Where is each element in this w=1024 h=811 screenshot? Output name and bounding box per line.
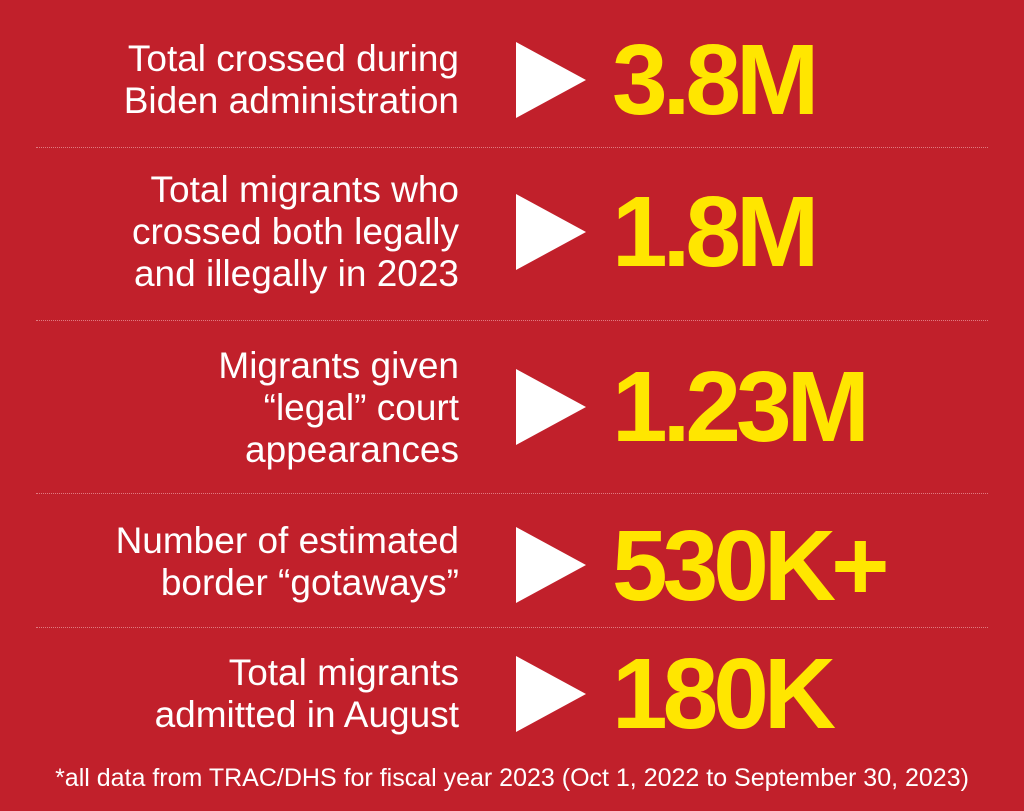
play-arrow-icon: [516, 369, 586, 445]
stat-row-2: Total migrants who crossed both legally …: [0, 148, 1024, 320]
row-divider: [36, 147, 988, 148]
row-divider: [36, 493, 988, 494]
stat-value: 1.8M: [612, 176, 819, 288]
stat-row-5: Total migrants admitted in August 180K: [0, 628, 1024, 760]
stat-label-line: appearances: [245, 429, 459, 470]
stat-label-line: admitted in August: [154, 694, 459, 735]
stat-row-3: Migrants given “legal” court appearances…: [0, 321, 1024, 493]
stat-value: 1.23M: [612, 351, 870, 463]
row-divider: [36, 627, 988, 628]
stat-label-line: Total migrants who: [150, 169, 459, 210]
stat-row-1: Total crossed during Biden administratio…: [0, 0, 1024, 146]
stat-value: 3.8M: [612, 24, 819, 136]
stat-label: Total migrants admitted in August: [155, 652, 459, 736]
stat-label-line: “legal” court: [263, 387, 459, 428]
stat-label: Total crossed during Biden administratio…: [124, 38, 459, 122]
stat-label-line: and illegally in 2023: [133, 253, 459, 294]
source-footnote: *all data from TRAC/DHS for fiscal year …: [55, 764, 969, 792]
stat-label-line: crossed both legally: [131, 211, 459, 252]
play-arrow-icon: [516, 42, 586, 118]
play-arrow-icon: [516, 194, 586, 270]
stat-label: Total migrants who crossed both legally …: [132, 169, 459, 295]
stat-label: Number of estimated border “gotaways”: [116, 520, 459, 604]
play-arrow-icon: [516, 656, 586, 732]
stat-value: 180K: [612, 638, 836, 750]
play-arrow-icon: [516, 527, 586, 603]
stat-label-line: Total crossed during: [127, 38, 459, 79]
stat-label: Migrants given “legal” court appearances: [218, 345, 459, 471]
stat-label-line: Biden administration: [123, 80, 459, 121]
stat-label-line: Migrants given: [218, 345, 459, 386]
stat-label-line: border “gotaways”: [160, 562, 459, 603]
stat-value: 530K+: [612, 510, 889, 622]
stat-label-line: Total migrants: [228, 652, 459, 693]
row-divider: [36, 320, 988, 321]
stat-label-line: Number of estimated: [115, 520, 459, 561]
stat-row-4: Number of estimated border “gotaways” 53…: [0, 494, 1024, 626]
